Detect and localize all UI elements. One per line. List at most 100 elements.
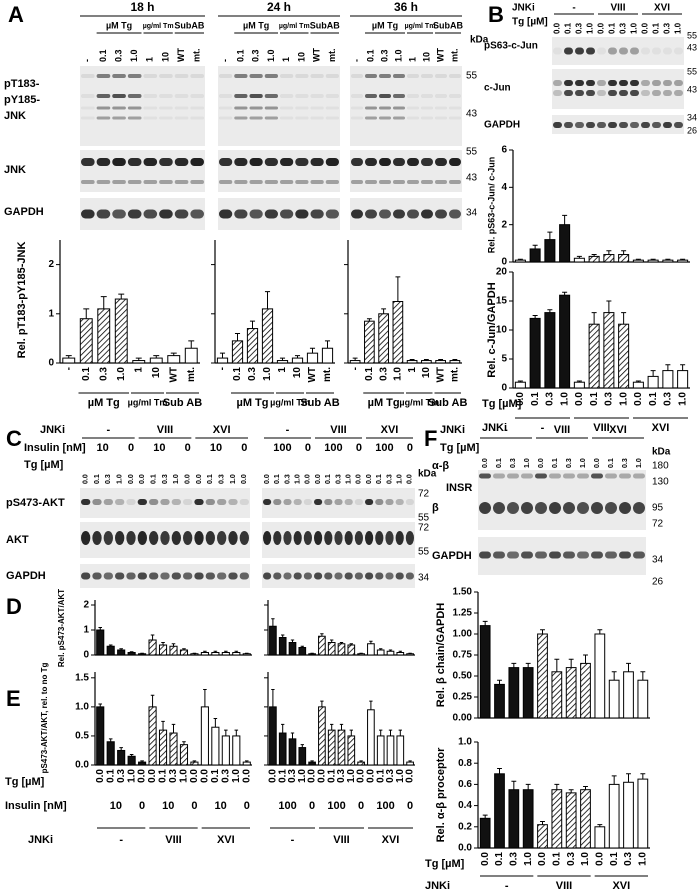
bar [508, 667, 520, 719]
blot-band [190, 116, 204, 120]
bar [435, 360, 446, 364]
jnki-group: VIII [556, 880, 573, 892]
x-axis-label: Tg [µM] [482, 398, 522, 410]
error-bar [135, 357, 142, 361]
bar [618, 254, 630, 263]
y-tick-label: 0 [48, 358, 54, 369]
blot-band [190, 209, 204, 219]
error-bar [532, 315, 538, 319]
error-bar [517, 258, 523, 261]
blot-band [219, 180, 233, 184]
blot-band [354, 499, 363, 505]
blot-band [365, 209, 377, 219]
error-bar [554, 658, 560, 672]
blot-band [143, 209, 158, 219]
blot-band [435, 180, 447, 184]
error-bar [100, 296, 107, 309]
error-bar [290, 639, 295, 643]
error-bar [203, 688, 207, 707]
bar [114, 298, 128, 364]
x-tick-label: 0.1 [158, 769, 169, 783]
blot-band [293, 499, 302, 505]
blot-band [663, 80, 672, 86]
bar [386, 735, 395, 766]
blot-band [393, 158, 405, 166]
blot-band [395, 499, 404, 505]
blot-band [127, 158, 142, 166]
blot-band [126, 531, 136, 545]
insulin-level: 0 [191, 800, 197, 812]
blot-band [325, 158, 339, 166]
blot-band [149, 572, 159, 580]
error-bar [576, 255, 582, 259]
blot-band [96, 74, 111, 78]
error-bar [640, 773, 646, 780]
band-label: β [432, 502, 439, 514]
error-bar [562, 214, 568, 225]
bar [603, 254, 615, 263]
y-tick-label: 0.6 [458, 779, 472, 790]
kda-label: 43 [687, 84, 697, 94]
blot-band [619, 502, 631, 514]
blot-band [293, 572, 302, 580]
kda-label: 130 [652, 477, 669, 488]
y-tick-label: 1 [83, 625, 89, 636]
y-tick-label: 0.0 [458, 843, 472, 854]
insulin-level: 10 [162, 800, 174, 812]
x-axis-label: Tg [µM] [5, 776, 45, 788]
bar [117, 649, 126, 656]
blot-band [81, 499, 91, 505]
kda-label: 72 [418, 489, 430, 500]
error-bar [171, 723, 176, 734]
blot-band [194, 499, 204, 505]
lane-label: 0.1 [365, 49, 375, 62]
lane-label: 0.1 [94, 474, 101, 484]
blot-band [159, 209, 173, 219]
blot-band [112, 94, 126, 98]
bar [167, 355, 181, 364]
blot-band [325, 209, 339, 219]
error-bar [568, 658, 574, 668]
error-bar [497, 679, 502, 685]
insulin-level: 100 [375, 442, 393, 454]
blot-band [174, 116, 189, 120]
blot-band [663, 122, 672, 128]
error-bar [482, 814, 488, 819]
blot-band [295, 180, 309, 184]
x-axis-label: Tg [µM] [425, 858, 465, 870]
blot-band [535, 551, 547, 559]
tg-label: Tg [µM] [440, 442, 480, 454]
error-bar [281, 723, 285, 734]
bar [158, 729, 168, 766]
error-bar [234, 729, 239, 736]
bar [246, 328, 259, 364]
blot-band [591, 473, 603, 479]
blot-band [354, 531, 363, 545]
x-tick-label: 0.0 [515, 392, 526, 406]
protein-label: GAPDH [4, 206, 44, 218]
error-bar [554, 783, 560, 790]
blot-band [577, 473, 589, 479]
y-tick-label: 5 [501, 354, 507, 365]
bar [522, 667, 534, 719]
blot-band [228, 572, 238, 580]
blot-band [149, 531, 159, 545]
x-tick-label: 1.0 [116, 367, 127, 381]
error-bar [108, 644, 113, 647]
jnki-group: VIII [333, 834, 350, 846]
bar [479, 625, 491, 719]
blot-band [365, 94, 377, 98]
y-tick-label: 0.25 [453, 692, 473, 703]
lane-label: 0.0 [139, 474, 146, 484]
group-label: Sub AB [428, 397, 467, 409]
blot-band [365, 180, 377, 184]
blot-band [344, 572, 353, 580]
blot-band [217, 572, 227, 580]
blot [350, 150, 462, 192]
kda-label: 55 [418, 513, 430, 524]
bar [200, 652, 209, 656]
bar [632, 259, 644, 263]
bar [158, 644, 168, 656]
error-bar [591, 312, 597, 325]
lane-label: 1.0 [346, 474, 353, 484]
